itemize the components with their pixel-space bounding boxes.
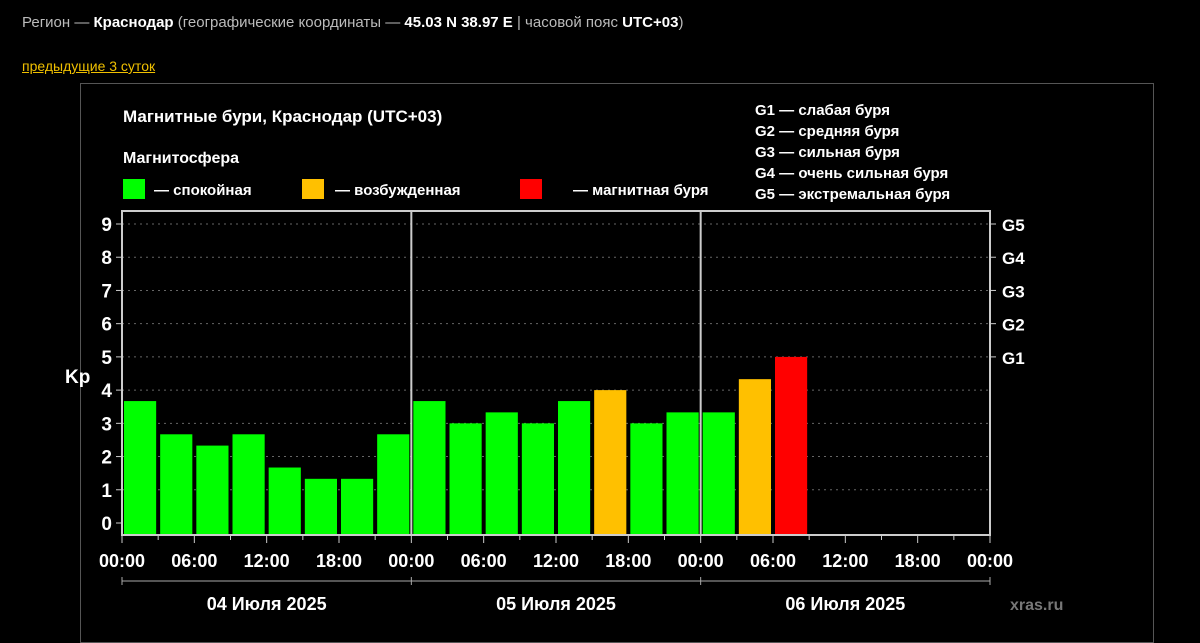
kp-bar: [160, 434, 193, 534]
kp-bar: [594, 390, 627, 534]
y-tick-label: 6: [101, 315, 112, 336]
y-tick-label: 2: [101, 448, 112, 469]
timezone: UTC+03: [622, 14, 679, 31]
kp-bar: [558, 401, 591, 534]
x-tick-label: 00:00: [99, 551, 145, 571]
g-tick-label: G5: [1002, 216, 1025, 235]
y-tick-label: 1: [101, 481, 112, 502]
g-legend-item: G5 — экстремальная буря: [755, 186, 950, 203]
kp-bar: [666, 412, 699, 534]
region-info: Регион — Краснодар (географические коорд…: [22, 14, 683, 31]
y-tick-label: 0: [101, 514, 112, 535]
y-tick-label: 9: [101, 215, 112, 236]
tz-label: | часовой пояс: [516, 14, 618, 31]
g-tick-label: G4: [1002, 249, 1025, 268]
paren: ): [678, 14, 684, 31]
watermark: xras.ru: [1010, 597, 1063, 614]
legend-label: — спокойная: [154, 182, 252, 199]
x-tick-label: 12:00: [533, 551, 579, 571]
kp-bar: [232, 434, 265, 534]
kp-bar: [413, 401, 446, 534]
kp-bar: [775, 356, 808, 534]
legend-swatch: [123, 179, 145, 199]
x-tick-label: 00:00: [967, 551, 1013, 571]
x-tick-label: 12:00: [244, 551, 290, 571]
x-tick-label: 18:00: [605, 551, 651, 571]
kp-bar: [485, 412, 518, 534]
x-tick-label: 00:00: [678, 551, 724, 571]
y-tick-label: 7: [101, 281, 112, 302]
city: Краснодар: [93, 14, 174, 31]
kp-bar: [630, 423, 663, 534]
legend-title: Магнитосфера: [123, 150, 239, 167]
x-tick-label: 18:00: [895, 551, 941, 571]
kp-bar: [196, 445, 229, 534]
x-tick-label: 06:00: [171, 551, 217, 571]
coords-label: (географические координаты —: [177, 14, 401, 31]
kp-chart: Магнитные бури, Краснодар (UTC+03) Магнит…: [65, 102, 1063, 614]
g-legend-item: G2 — средняя буря: [755, 123, 899, 140]
x-tick-label: 00:00: [388, 551, 434, 571]
x-tick-label: 06:00: [461, 551, 507, 571]
x-tick-label: 06:00: [750, 551, 796, 571]
day-label: 06 Июля 2025: [785, 594, 905, 614]
g-tick-label: G2: [1002, 316, 1025, 335]
x-tick-label: 18:00: [316, 551, 362, 571]
kp-bar: [738, 379, 771, 534]
g-tick-label: G1: [1002, 349, 1025, 368]
coords: 45.03 N 38.97 E: [404, 14, 513, 31]
g-legend-item: G4 — очень сильная буря: [755, 165, 948, 182]
legend-label: — магнитная буря: [573, 182, 709, 199]
kp-bar: [124, 401, 157, 534]
kp-bar: [304, 478, 337, 534]
kp-bar: [268, 467, 301, 534]
y-tick-label: 5: [101, 348, 112, 369]
previous-3-days-link[interactable]: предыдущие 3 суток: [22, 58, 156, 74]
kp-bar: [449, 423, 482, 534]
day-label: 04 Июля 2025: [207, 594, 327, 614]
y-tick-label: 4: [101, 381, 112, 402]
g-legend-item: G1 — слабая буря: [755, 102, 890, 119]
day-label: 05 Июля 2025: [496, 594, 616, 614]
g-tick-label: G3: [1002, 282, 1025, 301]
y-tick-label: 8: [101, 248, 112, 269]
kp-bar: [341, 478, 374, 534]
y-tick-label: 3: [101, 414, 112, 435]
kp-bar: [521, 423, 554, 534]
region-label: Регион —: [22, 14, 90, 31]
legend-swatch: [520, 179, 542, 199]
g-legend-item: G3 — сильная буря: [755, 144, 900, 161]
legend-label: — возбужденная: [335, 182, 461, 199]
chart-title: Магнитные бури, Краснодар (UTC+03): [123, 107, 442, 126]
legend-swatch: [302, 179, 324, 199]
x-tick-label: 12:00: [822, 551, 868, 571]
kp-bar: [377, 434, 410, 534]
y-axis-label: Kp: [65, 367, 90, 388]
kp-bar: [702, 412, 735, 534]
